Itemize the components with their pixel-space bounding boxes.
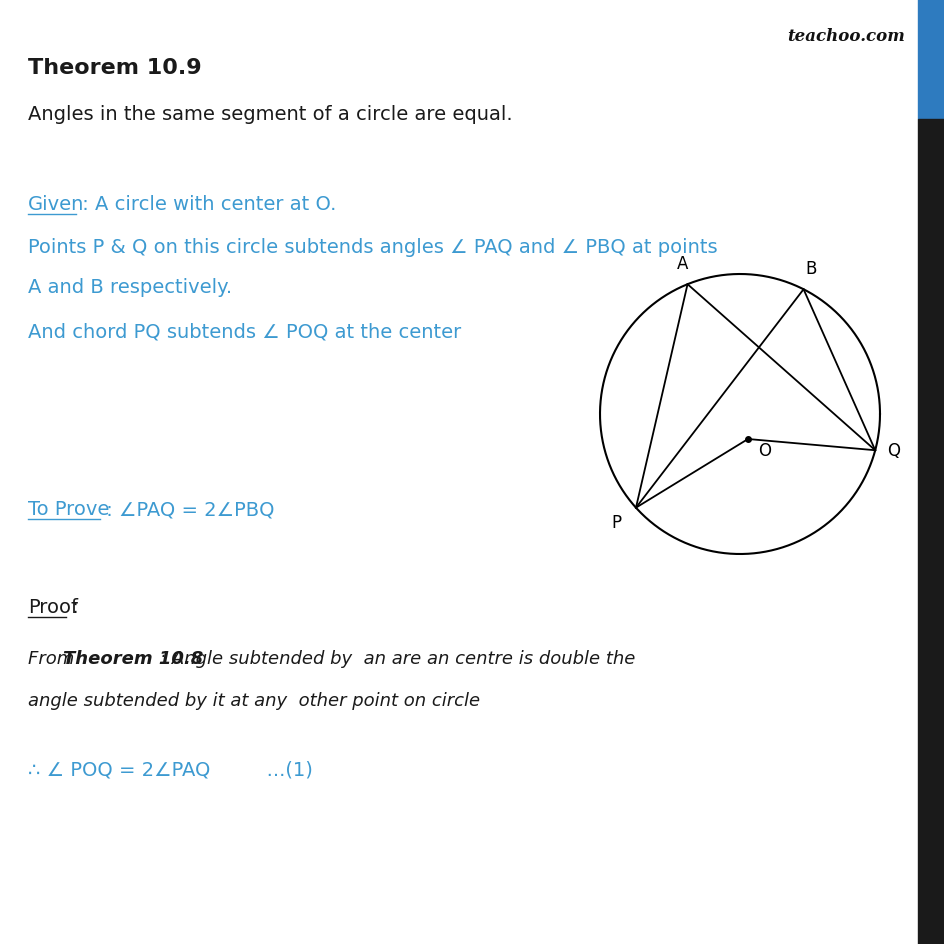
Text: A: A (676, 255, 687, 273)
Text: angle subtended by it at any  other point on circle: angle subtended by it at any other point… (28, 691, 480, 709)
Text: : A circle with center at O.: : A circle with center at O. (76, 194, 336, 213)
Text: teachoo.com: teachoo.com (786, 28, 904, 45)
Text: Theorem 10.9: Theorem 10.9 (28, 58, 201, 78)
Text: And chord PQ subtends ∠ POQ at the center: And chord PQ subtends ∠ POQ at the cente… (28, 322, 461, 341)
Text: : Angle subtended by  an are an centre is double the: : Angle subtended by an are an centre is… (160, 649, 634, 667)
Text: B: B (805, 260, 817, 278)
Text: Points P & Q on this circle subtends angles ∠ PAQ and ∠ PBQ at points: Points P & Q on this circle subtends ang… (28, 238, 716, 257)
Text: To Prove: To Prove (28, 499, 110, 518)
Text: From: From (28, 649, 80, 667)
Text: A and B respectively.: A and B respectively. (28, 278, 232, 296)
Text: Angles in the same segment of a circle are equal.: Angles in the same segment of a circle a… (28, 105, 512, 124)
Text: Q: Q (886, 442, 900, 460)
Text: P: P (611, 514, 621, 531)
Text: Proof: Proof (28, 598, 78, 616)
Text: Theorem 10.8: Theorem 10.8 (63, 649, 203, 667)
Bar (917, 0, 944, 120)
Text: : ∠PAQ = 2∠PBQ: : ∠PAQ = 2∠PBQ (100, 499, 274, 518)
Text: :: : (66, 598, 78, 616)
Text: Given: Given (28, 194, 84, 213)
Bar (917, 120, 944, 944)
Text: ∴ ∠ POQ = 2∠PAQ         ...(1): ∴ ∠ POQ = 2∠PAQ ...(1) (28, 759, 312, 778)
Text: O: O (757, 442, 770, 460)
